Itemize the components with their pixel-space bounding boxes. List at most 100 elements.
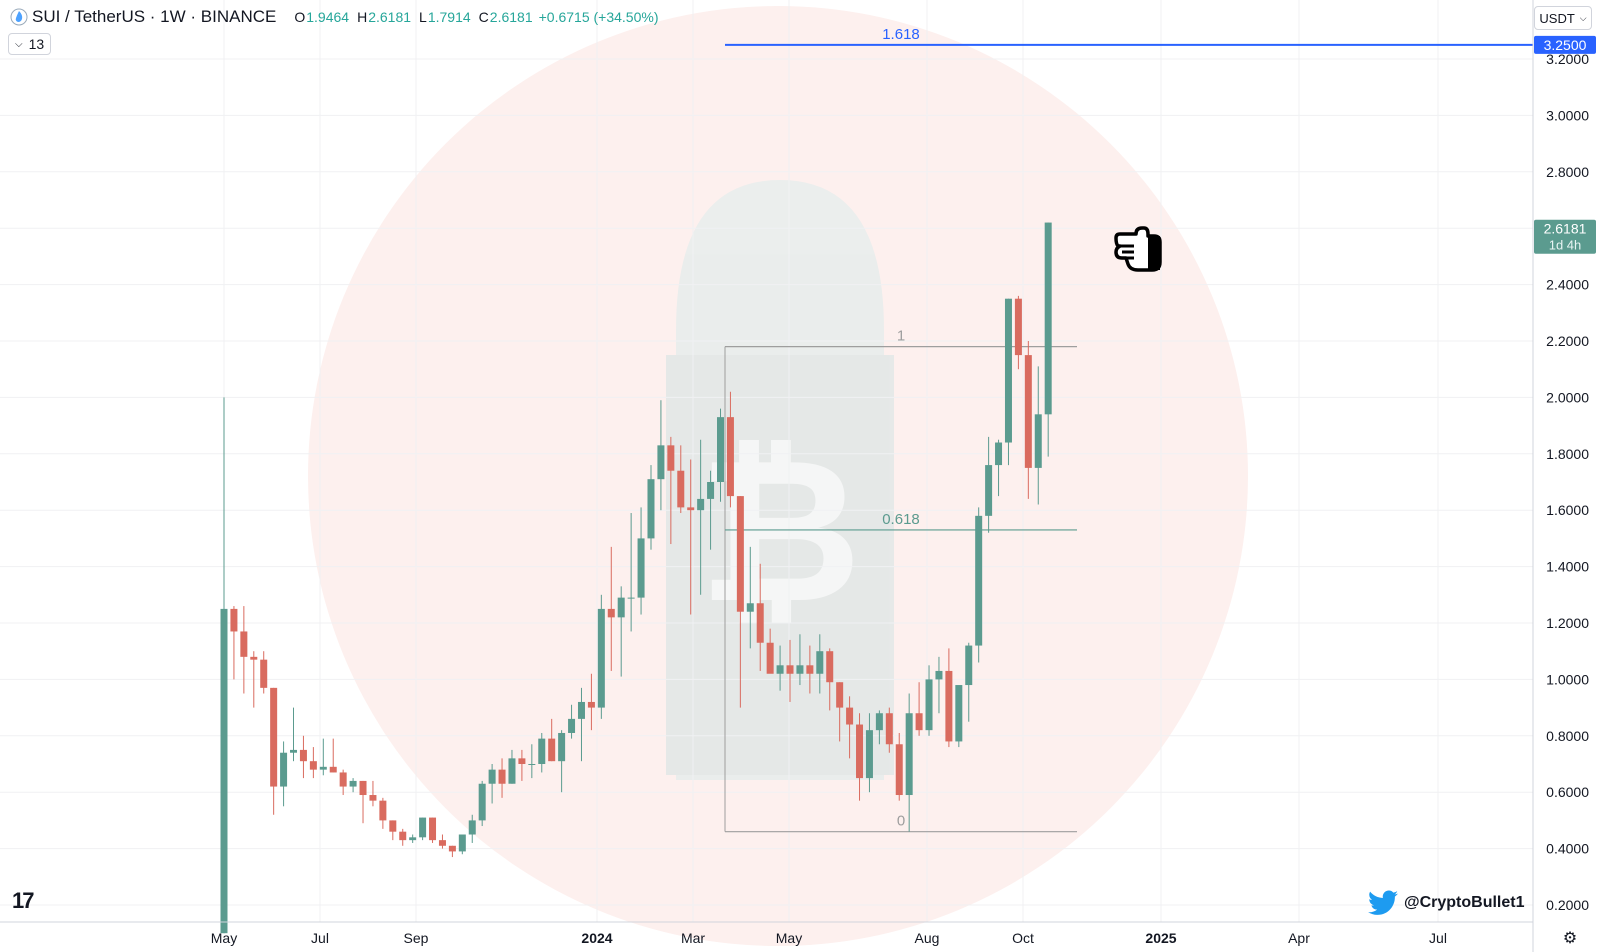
x-tick-label: Jul	[311, 930, 329, 946]
x-tick-label: Mar	[681, 930, 705, 946]
candle	[1034, 366, 1042, 505]
candle-body	[627, 597, 635, 599]
chevron-down-icon: ⌵	[15, 38, 23, 50]
candle	[1044, 222, 1052, 457]
candle-body	[816, 651, 824, 674]
candle-body	[915, 713, 923, 731]
candle-body	[935, 670, 943, 680]
candle-body	[568, 718, 576, 733]
candle-body	[319, 766, 327, 770]
candle	[975, 507, 983, 663]
x-tick-label: 2025	[1145, 930, 1176, 946]
candle-body	[786, 665, 794, 674]
candle	[776, 645, 784, 691]
candle-body	[885, 713, 893, 745]
candle-body	[697, 498, 705, 511]
candle	[955, 685, 963, 748]
ohlc-open-key: O	[294, 9, 306, 25]
candle	[885, 707, 893, 753]
candle	[389, 820, 397, 841]
candle	[309, 747, 317, 779]
candle-body	[756, 603, 764, 643]
x-tick-label: May	[776, 930, 802, 946]
candle	[329, 738, 337, 773]
candle-body	[657, 445, 665, 480]
candle-body	[518, 758, 526, 764]
candle-body	[309, 761, 317, 770]
candle-body	[766, 642, 774, 674]
ohlc-open-value: 1.9464	[306, 9, 350, 25]
candle-body	[389, 820, 397, 832]
candle-body	[726, 417, 734, 497]
currency-selector[interactable]: USDT ⌵	[1534, 6, 1592, 30]
candle-body	[448, 845, 456, 852]
candle-body	[736, 496, 744, 612]
candle-body	[468, 820, 476, 835]
candle-body	[429, 817, 437, 841]
candle	[468, 814, 476, 843]
candle-body	[1024, 355, 1032, 468]
y-tick-label: 1.4000	[1546, 559, 1589, 575]
candle	[647, 465, 655, 550]
candle-body	[220, 608, 228, 934]
symbol-title[interactable]: SUI / TetherUS · 1W · BINANCE	[32, 7, 277, 26]
candle	[816, 634, 824, 694]
indicators-toggle-button[interactable]: ⌵ 13	[8, 33, 52, 55]
candle	[458, 834, 466, 855]
y-tick-label: 1.6000	[1546, 502, 1589, 518]
x-tick-label: Oct	[1012, 930, 1034, 946]
candle-body	[856, 724, 864, 779]
candle-body	[299, 749, 307, 762]
ohlc-low-key: L	[419, 9, 427, 25]
candle	[717, 408, 724, 502]
candle-body	[1004, 298, 1012, 443]
candle	[597, 594, 605, 719]
candle-body	[677, 470, 685, 508]
candle-body	[399, 831, 407, 841]
candle	[766, 628, 774, 674]
candle	[438, 834, 446, 849]
candle	[985, 436, 993, 533]
gear-icon[interactable]: ⚙	[1562, 930, 1578, 947]
candle	[995, 439, 1003, 497]
candle	[637, 507, 645, 615]
watermark-handle: @CryptoBullet1	[1404, 894, 1525, 911]
candle-body	[538, 738, 546, 764]
candle	[786, 639, 794, 702]
candle	[379, 797, 387, 829]
candle	[250, 651, 258, 708]
ohlc-close-key: C	[478, 9, 489, 25]
candle-body	[707, 482, 715, 499]
candle-body	[965, 645, 973, 686]
y-tick-label: 0.8000	[1546, 728, 1589, 744]
candle-body	[369, 795, 377, 801]
candle	[369, 780, 377, 807]
tradingview-logo-icon[interactable]: 17	[12, 888, 35, 913]
candle-body	[290, 749, 298, 753]
candle-body	[687, 507, 695, 511]
candle-body	[865, 730, 873, 779]
candle	[558, 730, 566, 793]
candle	[577, 687, 585, 762]
ohlc-close-value: 2.6181	[489, 9, 533, 25]
bitcoin-watermark-icon: ₿	[666, 180, 894, 780]
candle-body	[409, 837, 417, 841]
candle	[518, 749, 526, 781]
candle-body	[806, 665, 814, 674]
candle-body	[895, 744, 903, 796]
candle-body	[925, 679, 933, 731]
candle-body	[826, 651, 834, 683]
fib-level-label: 1.618	[882, 26, 920, 43]
candle	[707, 470, 715, 550]
candle-body	[597, 608, 605, 708]
y-tick-label: 1.2000	[1546, 615, 1589, 631]
x-tick-label: Aug	[915, 930, 940, 946]
candle-body	[498, 769, 506, 784]
candle-body	[548, 738, 556, 762]
candle-body	[419, 817, 427, 838]
candle-body	[667, 445, 675, 471]
candle	[230, 606, 238, 680]
candle	[756, 563, 764, 671]
y-tick-label: 1.0000	[1546, 671, 1589, 687]
